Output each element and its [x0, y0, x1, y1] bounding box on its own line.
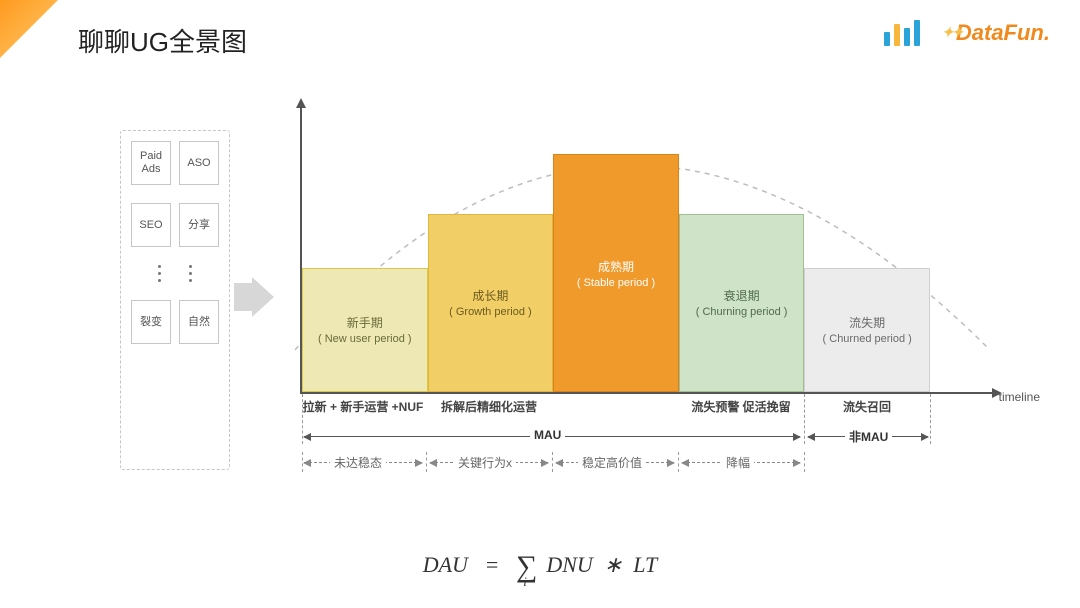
datafun-logo: ✦✦ DataFun. [956, 20, 1050, 46]
bar-churning: 衰退期 ( Churning period ) [679, 214, 805, 392]
bar-growth: 成长期 ( Growth period ) [428, 214, 554, 392]
channel-cell: SEO [131, 203, 171, 247]
bars-logo-icon [882, 20, 922, 51]
formula-sub: i [523, 574, 527, 589]
channel-cell: 裂变 [131, 300, 171, 344]
state-label: 关键行为x [454, 454, 516, 471]
vtick [302, 452, 303, 472]
channel-row: Paid Ads ASO [131, 141, 219, 185]
channel-row: SEO 分享 [131, 203, 219, 247]
formula-lhs: DAU [423, 552, 468, 577]
vtick [426, 452, 427, 472]
x-axis-label: timeline [999, 390, 1040, 404]
bar-churned: 流失期 ( Churned period ) [804, 268, 930, 392]
channel-row: 裂变 自然 [131, 300, 219, 344]
strategy-seg: 流失预警 促活挽留 [678, 398, 804, 415]
bars-container: 新手期 ( New user period ) 成长期 ( Growth per… [302, 122, 930, 392]
x-axis [300, 392, 1000, 394]
bar-stable: 成熟期 ( Stable period ) [553, 154, 679, 392]
strategy-seg: 拆解后精细化运营 [426, 398, 552, 415]
bar-new-user: 新手期 ( New user period ) [302, 268, 428, 392]
formula-rhs1: DNU [546, 552, 592, 577]
sparkle-icon: ✦✦ [942, 24, 961, 41]
ellipsis-icon [129, 265, 221, 282]
nonmau-label: 非MAU [845, 428, 892, 445]
vtick [804, 452, 805, 472]
acquisition-channels-box: Paid Ads ASO SEO 分享 裂变 自然 [120, 130, 230, 470]
strategy-seg: 拉新 + 新手运营 +NUF [300, 398, 426, 415]
dau-formula: DAU = ∑i DNU ∗ LT [0, 546, 1080, 580]
vtick [678, 452, 679, 472]
formula-star: ∗ [604, 552, 622, 577]
channel-cell: Paid Ads [131, 141, 171, 185]
vtick [930, 394, 931, 444]
mau-label: MAU [530, 428, 565, 442]
vtick [302, 394, 303, 444]
channel-cell: ASO [179, 141, 219, 185]
formula-rhs2: LT [633, 552, 657, 577]
page-title: 聊聊UG全景图 [78, 22, 247, 59]
channel-cell: 自然 [179, 300, 219, 344]
state-label: 稳定高价值 [578, 454, 646, 471]
state-label: 未达稳态 [330, 454, 386, 471]
vtick [552, 452, 553, 472]
channel-cell: 分享 [179, 203, 219, 247]
vtick [804, 394, 805, 444]
state-label: 降幅 [722, 454, 754, 471]
corner-accent [0, 0, 58, 58]
strategy-seg: 流失召回 [804, 398, 930, 415]
formula-eq: = [484, 552, 499, 577]
